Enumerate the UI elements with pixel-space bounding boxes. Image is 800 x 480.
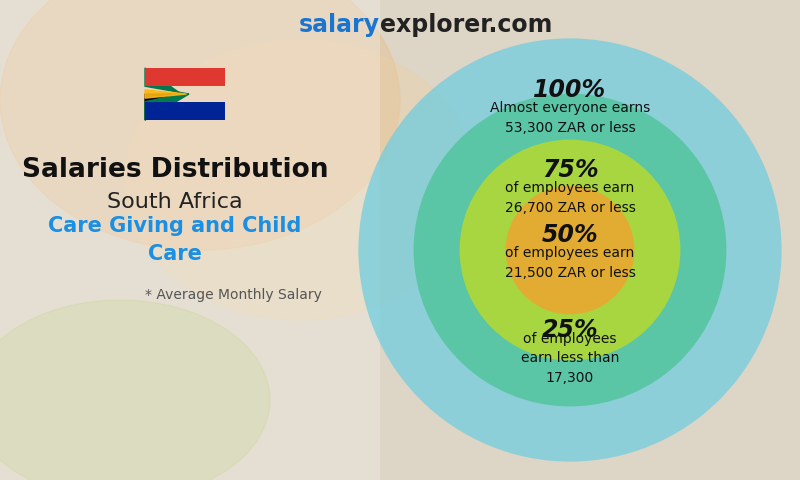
Polygon shape [145, 94, 181, 120]
Polygon shape [145, 68, 189, 94]
Polygon shape [145, 94, 189, 120]
Circle shape [459, 140, 680, 360]
Ellipse shape [0, 300, 270, 480]
Text: Almost everyone earns
53,300 ZAR or less: Almost everyone earns 53,300 ZAR or less [490, 101, 650, 135]
Ellipse shape [0, 0, 400, 250]
Ellipse shape [125, 40, 475, 320]
Circle shape [506, 186, 634, 314]
Text: * Average Monthly Salary: * Average Monthly Salary [145, 288, 322, 302]
Text: South Africa: South Africa [107, 192, 243, 212]
Text: of employees earn
21,500 ZAR or less: of employees earn 21,500 ZAR or less [505, 246, 635, 280]
Text: 50%: 50% [542, 223, 598, 247]
Text: 100%: 100% [534, 78, 606, 102]
Text: salary: salary [299, 13, 380, 37]
FancyBboxPatch shape [145, 102, 225, 120]
FancyBboxPatch shape [145, 68, 225, 85]
Text: of employees
earn less than
17,300: of employees earn less than 17,300 [521, 332, 619, 384]
Circle shape [358, 38, 782, 462]
Text: of employees earn
26,700 ZAR or less: of employees earn 26,700 ZAR or less [505, 181, 635, 215]
FancyBboxPatch shape [0, 0, 380, 480]
Text: 75%: 75% [542, 158, 598, 182]
Text: Care Giving and Child
Care: Care Giving and Child Care [48, 216, 302, 264]
Text: 25%: 25% [542, 318, 598, 342]
Polygon shape [145, 90, 186, 98]
Circle shape [414, 94, 726, 407]
Text: Salaries Distribution: Salaries Distribution [22, 157, 328, 183]
Text: explorer.com: explorer.com [380, 13, 552, 37]
